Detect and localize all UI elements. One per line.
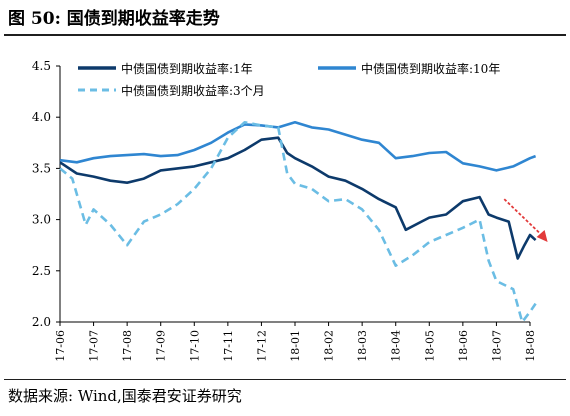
x-ticks: 17-06 17-07 17-08 17-09 17-10 17-11 17-12 18-01… bbox=[54, 322, 537, 362]
x-tick-label: 17-09 bbox=[155, 330, 168, 362]
x-tick-label: 18-05 bbox=[423, 330, 436, 362]
legend-item-y10: 中债国债到期收益率:10年 bbox=[318, 61, 500, 76]
x-tick-label: 18-04 bbox=[390, 330, 403, 362]
trend-arrow-head bbox=[536, 230, 548, 243]
title-rule bbox=[4, 34, 566, 36]
x-tick-label: 18-06 bbox=[457, 330, 470, 362]
y-tick-label: 2.5 bbox=[32, 264, 51, 278]
x-tick-label: 17-11 bbox=[222, 330, 235, 362]
y-tick-label: 4.5 bbox=[32, 59, 51, 73]
figure-title: 图 50: 国债到期收益率走势 bbox=[8, 9, 220, 29]
series-line-y10 bbox=[59, 121, 537, 172]
legend: 中债国债到期收益率:1年 中债国债到期收益率:10年 中债国债到期收益率:3个月 bbox=[78, 61, 500, 98]
x-tick-label: 18-02 bbox=[323, 330, 336, 362]
x-tick-label: 17-06 bbox=[54, 330, 67, 362]
x-tick-label: 17-10 bbox=[188, 330, 201, 362]
x-tick-label: 18-07 bbox=[490, 330, 503, 362]
trend-arrow-line bbox=[503, 198, 541, 234]
source-rule bbox=[4, 379, 566, 380]
series-line-m3 bbox=[59, 121, 537, 324]
yield-chart: 2.02.53.03.54.04.5 17-06 17-07 17-08 17-09 1… bbox=[32, 59, 548, 362]
y-tick-label: 4.0 bbox=[32, 110, 51, 124]
x-tick-label: 18-01 bbox=[289, 330, 302, 362]
legend-item-m3: 中债国债到期收益率:3个月 bbox=[78, 83, 265, 98]
series-line-y1 bbox=[59, 136, 537, 260]
legend-label-y1: 中债国债到期收益率:1年 bbox=[121, 61, 253, 76]
legend-label-y10: 中债国债到期收益率:10年 bbox=[361, 61, 500, 76]
legend-label-m3: 中债国债到期收益率:3个月 bbox=[121, 83, 265, 98]
source-note: 数据来源: Wind,国泰君安证券研究 bbox=[8, 387, 242, 405]
plot-area: 2.02.53.03.54.04.5 17-06 17-07 17-08 17-09 1… bbox=[32, 59, 548, 362]
x-tick-label: 18-03 bbox=[356, 330, 369, 362]
y-tick-label: 3.5 bbox=[32, 161, 51, 175]
x-tick-label: 18-08 bbox=[524, 330, 537, 362]
series-lines bbox=[59, 121, 537, 324]
legend-item-y1: 中债国债到期收益率:1年 bbox=[78, 61, 253, 76]
x-tick-label: 17-12 bbox=[255, 330, 268, 362]
x-tick-label: 17-07 bbox=[88, 330, 101, 362]
y-tick-label: 2.0 bbox=[32, 315, 51, 329]
y-tick-label: 3.0 bbox=[32, 213, 51, 227]
y-ticks: 2.0 2.5 3.0 3.5 4.0 4.5 bbox=[32, 59, 60, 329]
x-tick-label: 17-08 bbox=[121, 330, 134, 362]
trend-arrow bbox=[503, 198, 548, 243]
